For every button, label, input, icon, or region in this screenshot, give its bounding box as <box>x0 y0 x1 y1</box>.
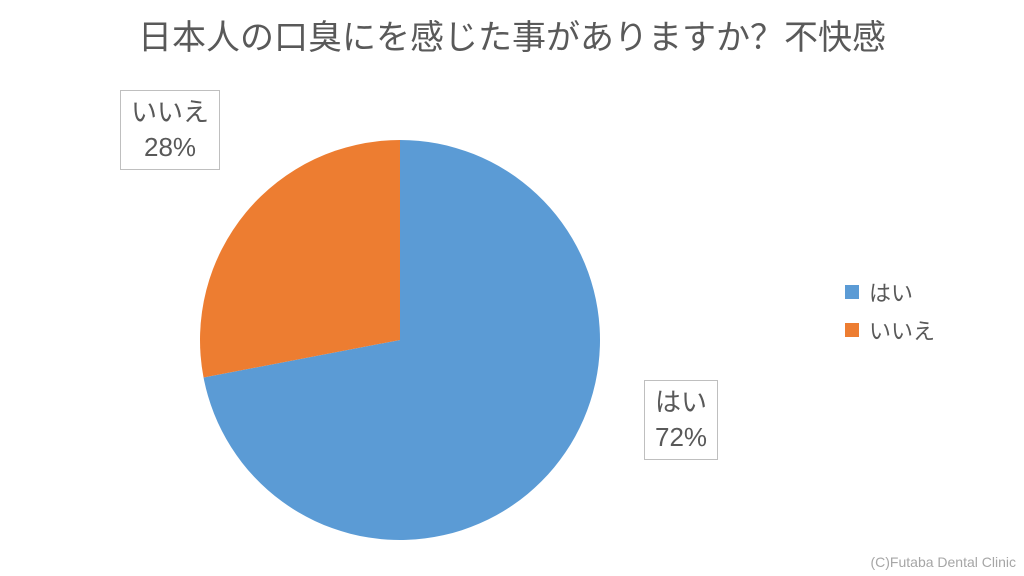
chart-title: 日本人の口臭にを感じた事がありますか？不快感 <box>0 10 1024 59</box>
callout-leader-0 <box>595 398 644 403</box>
callout-label: はい <box>655 385 707 420</box>
legend-swatch-1 <box>845 323 859 337</box>
legend-label: はい <box>869 276 913 308</box>
legend-item-1: いいえ <box>845 314 935 346</box>
legend-item-0: はい <box>845 276 935 308</box>
legend: はいいいえ <box>845 270 935 352</box>
callout-percent: 28% <box>131 130 209 165</box>
credit-text: (C)Futaba Dental Clinic <box>871 554 1017 570</box>
callout-0: はい72% <box>644 380 718 460</box>
legend-swatch-0 <box>845 285 859 299</box>
callout-percent: 72% <box>655 420 707 455</box>
pie-slice-1 <box>200 140 400 377</box>
callout-1: いいえ28% <box>120 90 220 170</box>
legend-label: いいえ <box>869 314 935 346</box>
callout-label: いいえ <box>131 95 209 130</box>
